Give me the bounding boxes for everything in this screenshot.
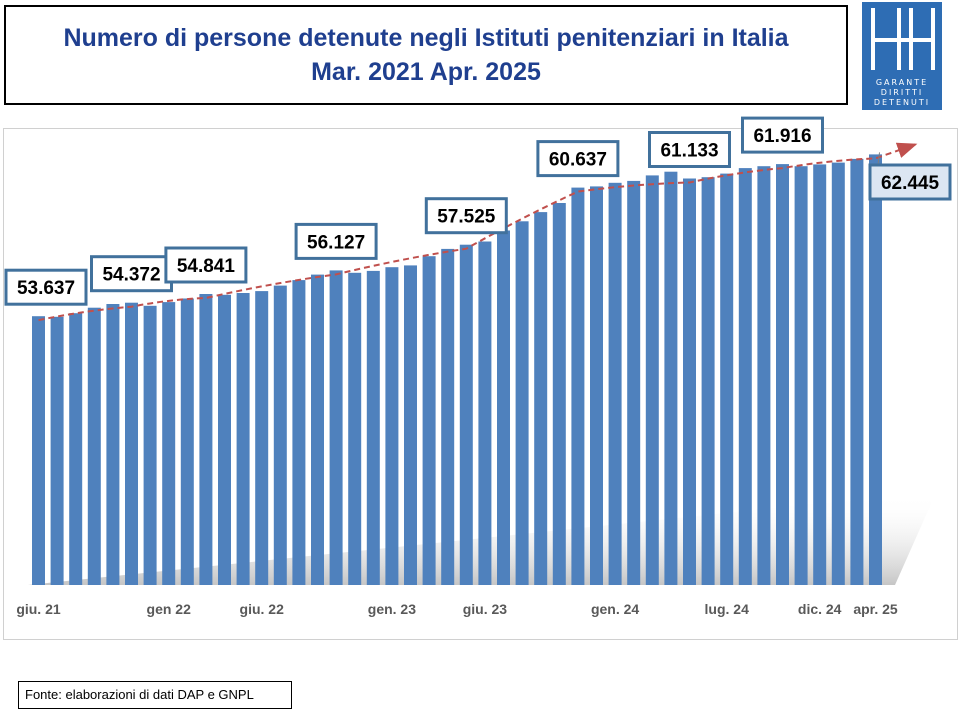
data-label-text: 61.916 xyxy=(753,126,811,147)
source-note: Fonte: elaborazioni di dati DAP e GNPL xyxy=(18,681,292,709)
data-label: 54.841 xyxy=(164,246,248,284)
bar xyxy=(571,187,585,585)
bar xyxy=(273,285,287,585)
data-label-text: 54.372 xyxy=(102,265,160,286)
bar xyxy=(831,162,845,585)
data-label-text: 56.127 xyxy=(307,232,365,253)
bar xyxy=(404,265,417,585)
garante-logo: GARANTE DIRITTI DETENUTI xyxy=(862,2,942,110)
bar xyxy=(106,304,120,585)
bar xyxy=(459,244,473,585)
bar xyxy=(534,212,548,585)
data-label-text: 61.133 xyxy=(660,141,718,162)
bar xyxy=(738,168,752,585)
trend-group xyxy=(38,142,918,322)
bar xyxy=(422,256,436,585)
data-label: 53.637 xyxy=(4,268,88,306)
data-labels-group: 53.637 54.372 54.841 56.127 57.525 60.637 61.1… xyxy=(4,116,952,306)
bar xyxy=(441,248,455,585)
bar xyxy=(478,241,492,585)
x-tick-label: dic. 24 xyxy=(798,601,842,617)
data-label: 57.525 xyxy=(424,197,508,235)
bar xyxy=(813,164,827,585)
logo-line-garante: GARANTE xyxy=(875,78,929,87)
data-label-text: 60.637 xyxy=(549,150,607,171)
bar xyxy=(645,175,659,585)
x-tick-label: apr. 25 xyxy=(853,601,898,617)
data-label-text: 54.841 xyxy=(177,256,236,277)
logo-line-detenuti: DETENUTI xyxy=(873,98,931,107)
x-tick-label: gen. 23 xyxy=(368,601,416,617)
bar xyxy=(869,154,882,585)
bar xyxy=(385,267,399,585)
x-tick-label: giu. 23 xyxy=(463,601,508,617)
bar xyxy=(162,302,176,585)
data-label: 61.916 xyxy=(741,116,824,154)
bar xyxy=(69,313,83,585)
bar xyxy=(292,280,306,585)
logo-line-diritti: DIRITTI xyxy=(880,88,924,97)
bar xyxy=(850,158,864,585)
chart-subtitle: Mar. 2021 Apr. 2025 xyxy=(311,58,541,86)
bar xyxy=(32,316,45,585)
bar xyxy=(255,291,269,585)
data-label-text: 62.445 xyxy=(881,173,940,194)
data-label-text: 53.637 xyxy=(17,278,75,299)
x-tick-label: gen 22 xyxy=(147,601,192,617)
bar xyxy=(348,272,362,585)
bar xyxy=(608,182,622,586)
bar xyxy=(590,186,603,585)
title-box: Numero di persone detenute negli Istitut… xyxy=(4,5,848,105)
trend-line xyxy=(38,142,918,322)
bar xyxy=(757,166,771,585)
bar xyxy=(311,274,324,585)
data-label: 61.133 xyxy=(648,131,731,168)
x-tick-label: giu. 22 xyxy=(240,601,285,617)
bar xyxy=(720,173,734,585)
data-label: 56.127 xyxy=(294,222,378,260)
data-label: 60.637 xyxy=(536,140,620,178)
bar xyxy=(125,302,138,585)
bar xyxy=(552,203,566,585)
data-label-text: 57.525 xyxy=(437,207,496,228)
bar xyxy=(627,180,641,585)
bar xyxy=(664,171,678,585)
bar xyxy=(794,166,808,585)
logo-emblem-icon xyxy=(871,8,935,70)
bar xyxy=(236,293,250,585)
x-tick-label: lug. 24 xyxy=(705,601,750,617)
bar xyxy=(776,164,789,585)
bar xyxy=(701,177,715,585)
bar xyxy=(87,307,101,585)
x-axis-labels-group: giu. 21 gen 22 giu. 22 gen. 23 giu. 23 gen. 2… xyxy=(16,601,898,617)
chart-title: Numero di persone detenute negli Istitut… xyxy=(63,24,789,52)
bar xyxy=(180,298,194,585)
bar xyxy=(218,294,231,585)
bar xyxy=(199,294,213,585)
x-tick-label: gen. 24 xyxy=(591,601,639,617)
data-label: 54.372 xyxy=(90,255,173,293)
bar xyxy=(143,305,157,585)
bar xyxy=(497,230,510,585)
bar xyxy=(50,316,64,585)
x-tick-label: giu. 21 xyxy=(16,601,61,617)
bars-group xyxy=(32,154,882,586)
bar xyxy=(683,178,696,585)
bar xyxy=(515,221,529,586)
bar xyxy=(329,270,343,585)
data-label: 62.445 xyxy=(868,152,952,201)
bar xyxy=(366,270,380,585)
